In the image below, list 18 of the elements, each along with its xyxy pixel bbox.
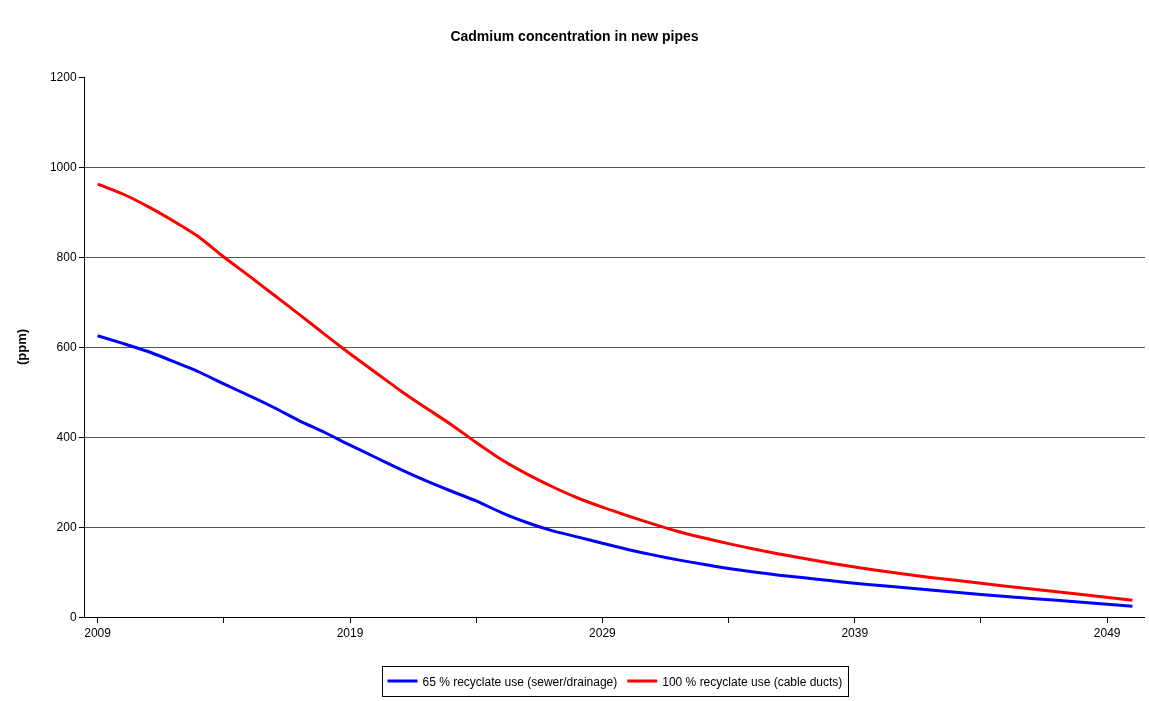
y-tick-label: 1200 (49, 70, 77, 85)
line-series (96, 182, 1134, 602)
line-series (96, 334, 1134, 608)
x-tick-label: 2049 (1093, 626, 1121, 641)
y-tick-label: 200 (56, 520, 77, 535)
x-tick-label: 2019 (336, 626, 364, 641)
y-tick-label: 1000 (49, 160, 77, 175)
legend-label: 65 % recyclate use (sewer/drainage) (422, 674, 618, 689)
legend-label: 100 % recyclate use (cable ducts) (662, 674, 843, 689)
y-tick-label: 600 (56, 340, 77, 355)
x-tick-label: 2039 (841, 626, 869, 641)
y-tick-label: 400 (56, 430, 77, 445)
x-tick-label: 2009 (84, 626, 112, 641)
y-axis-title: (ppm) (13, 328, 29, 366)
chart-title: Cadmium concentration in new pipes (450, 28, 699, 45)
y-tick-label: 800 (56, 250, 77, 265)
y-tick-label: 0 (69, 610, 77, 625)
x-tick-label: 2029 (589, 626, 617, 641)
